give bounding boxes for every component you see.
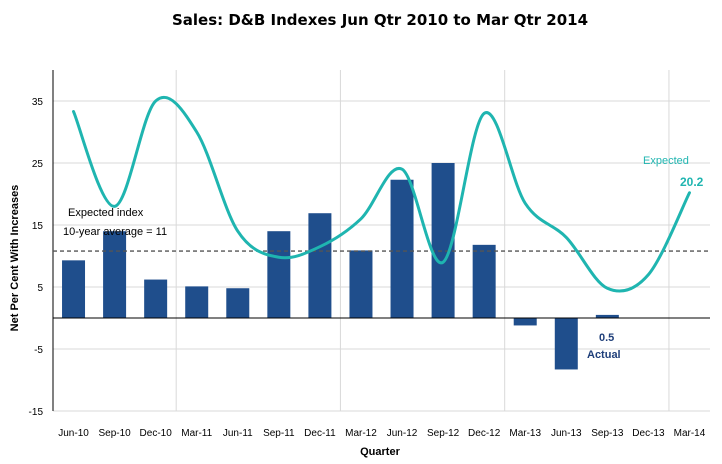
expected-annotation-value: 20.2 [680,175,704,189]
bars [62,163,619,370]
actual-annotation-label: Actual [587,349,621,361]
x-tick-label: Mar-11 [181,428,212,439]
expected-line [72,95,691,293]
x-tick-label: Dec-13 [632,428,665,439]
x-tick-label: Jun-10 [58,428,89,439]
expected-annotation-label: Expected [643,155,689,167]
bar [226,288,250,318]
y-axis-title: Net Per Cent With Increases [9,185,21,332]
y-tick-label: 5 [37,283,43,294]
x-tick-label: Dec-11 [304,428,336,439]
expected-index-annotation-line2: 10-year average = 11 [63,226,167,238]
bar [513,318,537,326]
y-tick-labels: 35 25 15 5 -5 -15 [29,97,44,418]
bar [308,213,332,318]
y-tick-label: 35 [32,97,44,108]
y-tick-label: -15 [29,407,44,418]
x-tick-label: Jun-11 [223,428,253,439]
x-tick-label: Mar-14 [674,428,706,439]
bar [349,250,373,318]
bar [267,231,291,318]
bar [595,314,619,318]
chart-title: Sales: D&B Indexes Jun Qtr 2010 to Mar Q… [172,11,588,29]
bar [431,163,455,318]
bar [62,260,86,318]
axes [52,70,710,411]
x-tick-label: Mar-12 [345,428,377,439]
x-axis-title: Quarter [360,446,400,458]
bar [185,286,209,318]
bar [144,279,168,318]
x-tick-label: Sep-12 [427,428,460,439]
x-tick-label: Jun-13 [551,428,582,439]
x-tick-label: Sep-10 [98,428,131,439]
x-tick-labels: Jun-10 Sep-10 Dec-10 Mar-11 Jun-11 Sep-11 Dec-… [58,428,705,439]
x-tick-label: Dec-12 [468,428,501,439]
x-tick-label: Sep-13 [591,428,624,439]
bar [103,231,127,318]
bar [554,318,578,370]
expected-index-annotation-line1: Expected index [68,207,144,219]
bar [390,179,414,318]
y-tick-label: 15 [32,221,44,232]
actual-annotation-value: 0.5 [599,332,614,344]
bar [472,244,496,318]
x-tick-label: Mar-13 [509,428,541,439]
x-tick-label: Jun-12 [387,428,418,439]
y-tick-label: -5 [34,345,43,356]
x-tick-label: Dec-10 [140,428,173,439]
y-tick-label: 25 [32,159,44,170]
x-tick-label: Sep-11 [263,428,295,439]
